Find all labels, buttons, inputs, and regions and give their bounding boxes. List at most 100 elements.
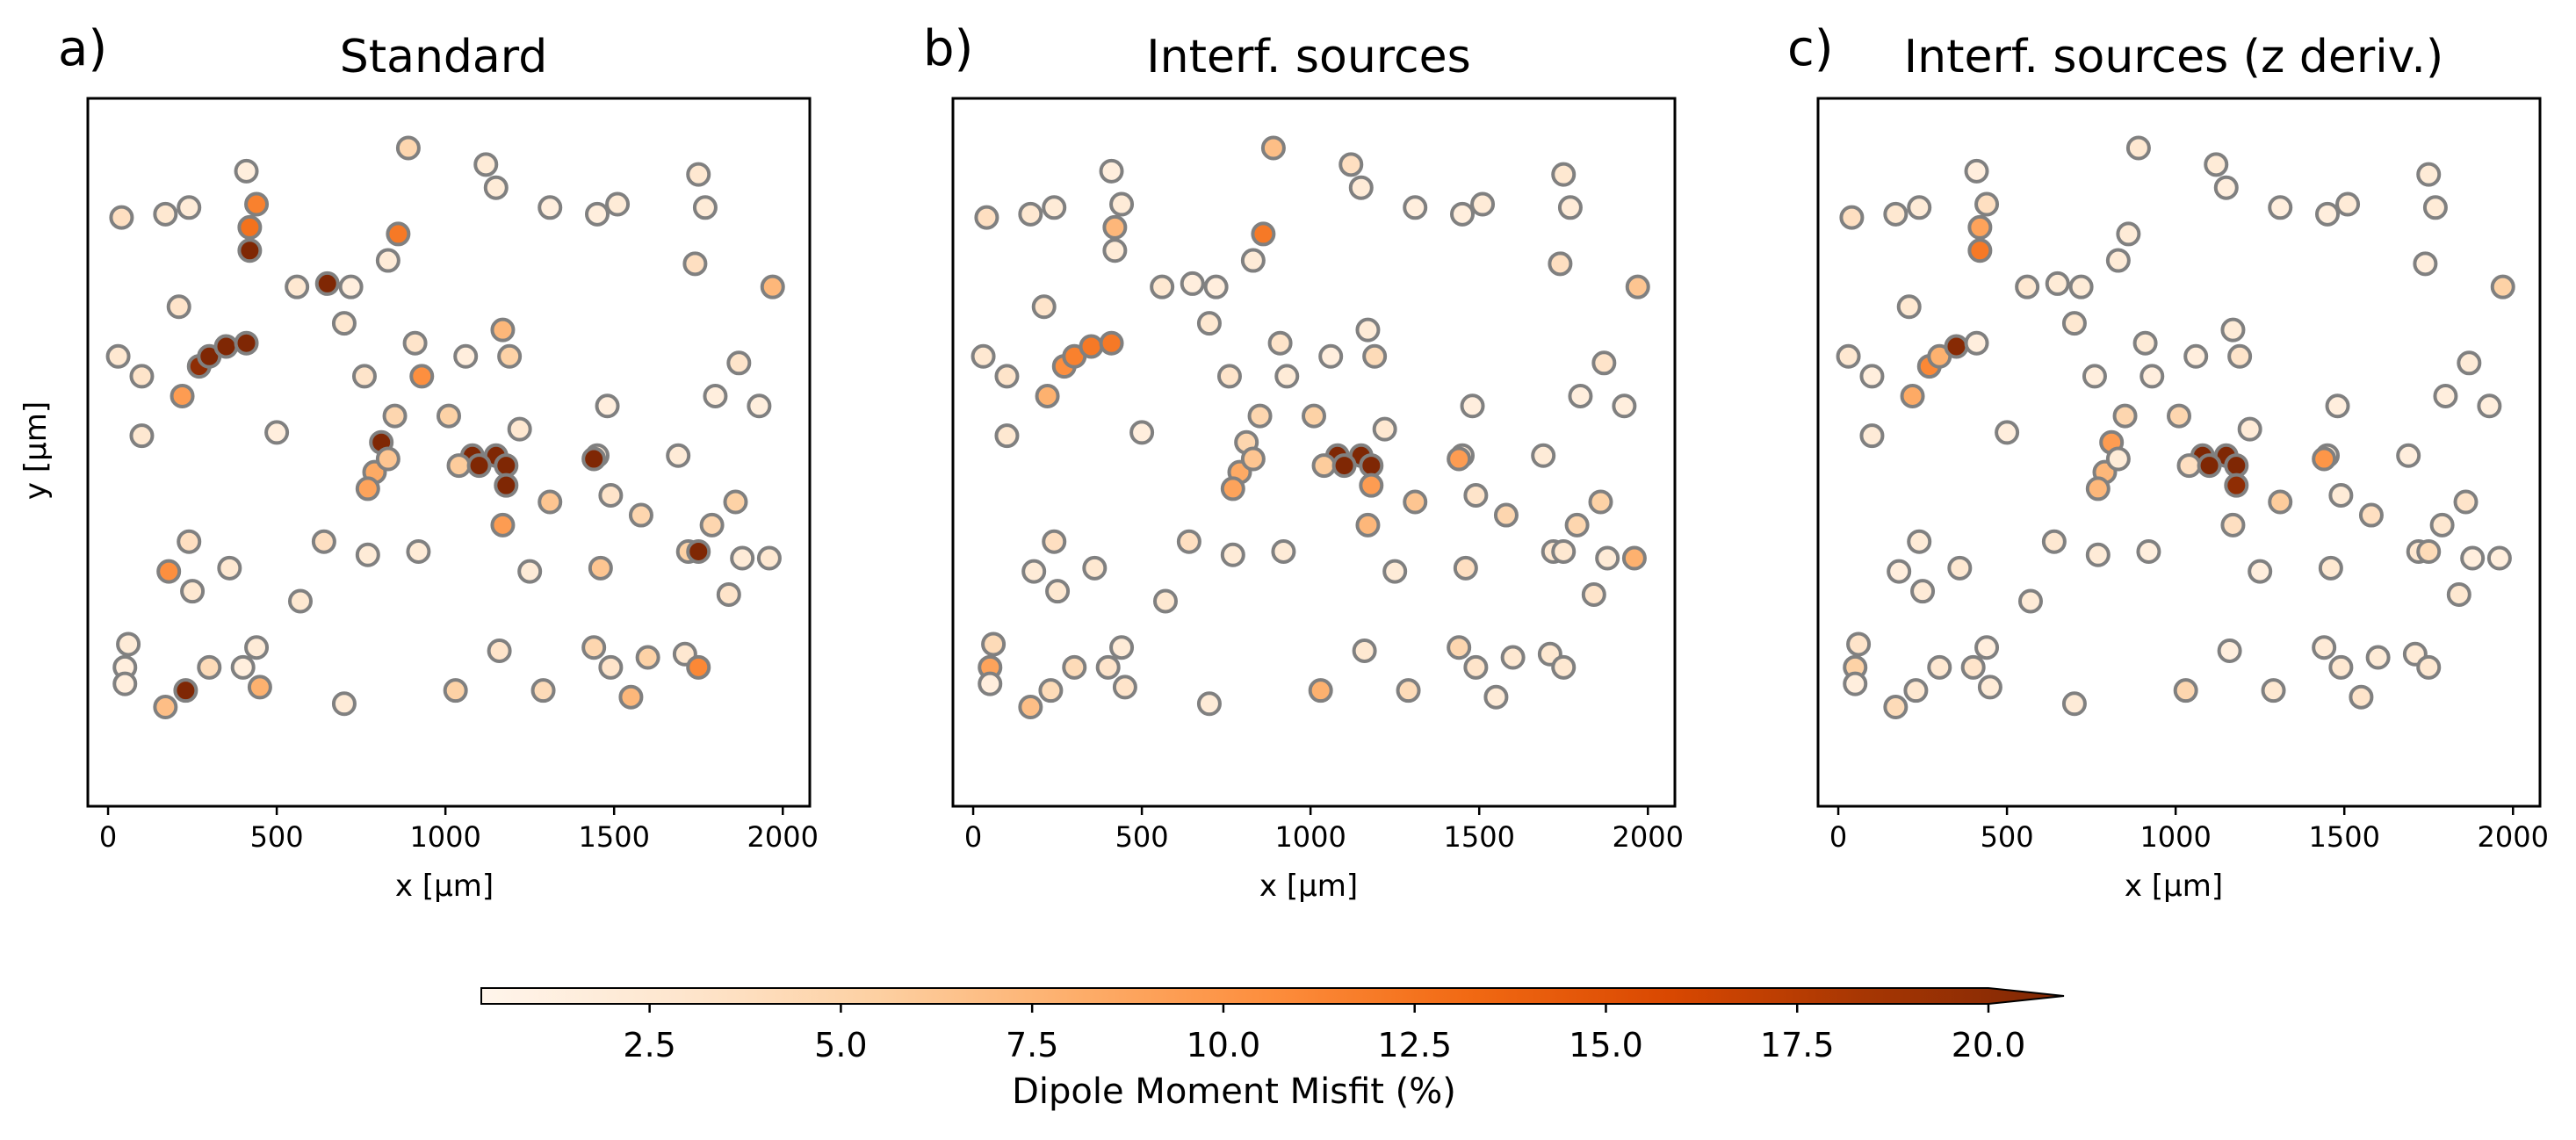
- data-point: [2068, 274, 2094, 299]
- data-point: [1042, 195, 1067, 220]
- data-point: [395, 135, 421, 161]
- data-point: [1910, 579, 1936, 604]
- data-point: [1247, 403, 1273, 429]
- data-point: [994, 423, 1020, 449]
- data-point: [1621, 545, 1647, 571]
- plot-frame: [1816, 97, 2542, 808]
- data-point: [1551, 538, 1577, 564]
- data-point: [1846, 631, 1872, 657]
- data-point: [494, 473, 519, 498]
- data-point: [2061, 691, 2087, 717]
- data-point: [2139, 364, 2165, 389]
- panel-title: Standard: [340, 31, 548, 83]
- colorbar-bar: [480, 987, 2065, 1005]
- data-point: [635, 645, 660, 670]
- data-point: [1960, 654, 1986, 680]
- data-point: [375, 248, 400, 273]
- data-point: [386, 221, 411, 247]
- colorbar-tick-label: 2.5: [623, 1026, 675, 1064]
- data-point: [2125, 135, 2151, 161]
- data-point: [2061, 311, 2087, 336]
- data-point: [1625, 274, 1650, 299]
- panel-label: c): [1787, 20, 1834, 77]
- data-point: [1271, 538, 1296, 564]
- data-point: [473, 152, 499, 177]
- data-point: [1447, 635, 1472, 660]
- data-point: [2416, 162, 2442, 187]
- data-point: [2017, 588, 2043, 614]
- data-point: [994, 364, 1020, 389]
- data-point: [1612, 393, 1637, 419]
- data-point: [487, 638, 512, 663]
- data-point: [1196, 691, 1222, 717]
- x-tick-label: 1500: [2308, 820, 2379, 854]
- data-point: [2176, 453, 2202, 479]
- data-point: [1403, 489, 1428, 515]
- data-point: [723, 489, 748, 515]
- data-point: [2446, 581, 2471, 607]
- data-point: [453, 343, 479, 369]
- data-point: [1035, 383, 1060, 408]
- data-point: [1112, 675, 1137, 700]
- colorbar-tick-label: 7.5: [1006, 1026, 1058, 1064]
- data-point: [1102, 238, 1128, 263]
- data-point: [1082, 555, 1108, 581]
- data-point: [1967, 214, 1993, 240]
- panel-label: b): [923, 20, 973, 77]
- data-point: [1974, 635, 2000, 660]
- data-point: [2132, 330, 2158, 356]
- data-point: [2136, 538, 2161, 564]
- data-point: [703, 383, 728, 408]
- colorbar-tick-label: 17.5: [1760, 1026, 1835, 1064]
- data-point: [699, 512, 725, 538]
- x-tick-label: 500: [1115, 820, 1169, 854]
- data-point: [287, 588, 313, 614]
- data-point: [237, 238, 263, 263]
- data-point: [1176, 529, 1201, 554]
- data-point: [686, 162, 711, 187]
- data-point: [1947, 555, 1973, 581]
- data-point: [1180, 271, 1205, 296]
- data-point: [598, 482, 624, 508]
- data-point: [595, 393, 620, 419]
- data-point: [978, 671, 1003, 696]
- data-point: [2085, 476, 2111, 501]
- data-point: [517, 559, 543, 584]
- data-point: [331, 311, 357, 336]
- data-point: [116, 631, 141, 657]
- data-point: [1216, 364, 1242, 389]
- data-point: [2460, 545, 2486, 571]
- data-point: [437, 403, 461, 429]
- data-point: [1967, 238, 1993, 263]
- data-point: [628, 502, 653, 528]
- data-point: [2490, 274, 2515, 299]
- data-point: [1564, 512, 1590, 538]
- data-point: [2312, 446, 2337, 472]
- x-tick-label: 0: [99, 820, 117, 854]
- data-point: [153, 695, 178, 720]
- data-point: [375, 446, 400, 472]
- data-point: [1042, 529, 1067, 554]
- data-point: [2328, 482, 2354, 508]
- data-point: [331, 691, 357, 717]
- panel-b: b) Interf. sources x [μm]: [923, 20, 1471, 904]
- data-point: [2312, 635, 2337, 660]
- data-point: [1591, 350, 1617, 376]
- data-point: [2248, 559, 2273, 584]
- data-point: [409, 364, 435, 389]
- data-point: [497, 343, 523, 369]
- colorbar-tick-label: 5.0: [814, 1026, 867, 1064]
- data-point: [1463, 482, 1489, 508]
- data-point: [1274, 364, 1300, 389]
- data-point: [2413, 251, 2438, 277]
- data-point: [2416, 538, 2442, 564]
- panel-title: Interf. sources: [1146, 31, 1470, 83]
- data-point: [153, 201, 178, 227]
- data-point: [234, 330, 259, 356]
- data-point: [1548, 251, 1573, 277]
- data-point: [129, 423, 155, 449]
- data-point: [747, 393, 772, 419]
- data-point: [483, 175, 509, 200]
- data-point: [217, 555, 242, 581]
- data-point: [588, 555, 613, 581]
